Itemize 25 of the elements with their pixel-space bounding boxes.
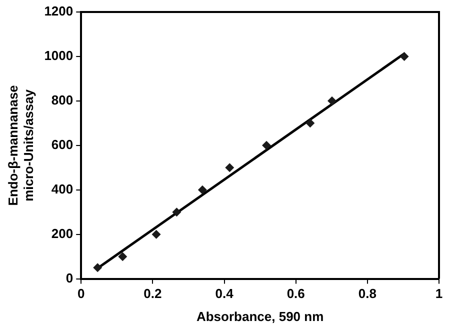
- point: [400, 52, 409, 61]
- x-tick-label: 0.4: [215, 286, 234, 302]
- x-tick-label: 1: [435, 286, 443, 302]
- x-axis-title: Absorbance, 590 nm: [196, 308, 324, 324]
- point: [198, 185, 207, 194]
- point: [93, 263, 102, 272]
- y-tick-label: 200: [51, 226, 74, 241]
- y-tick-label: 400: [51, 181, 74, 196]
- point: [225, 163, 234, 172]
- point: [118, 252, 128, 262]
- y-tick-label: 600: [51, 136, 74, 152]
- x-tick-label: 0: [78, 286, 85, 302]
- y-tick-label: 0: [66, 270, 74, 286]
- x-tick-label: 0.6: [286, 286, 305, 302]
- point: [172, 208, 182, 217]
- y-axis-title: Endo-β-mannanase micro-Units/assay: [5, 85, 36, 206]
- y-tick-label: 800: [51, 92, 74, 108]
- y-tick-label: 1000: [44, 48, 74, 64]
- x-tick-label: 0.8: [358, 286, 376, 302]
- x-tick-label: 0.2: [144, 286, 162, 302]
- point: [152, 230, 161, 239]
- y-tick-label: 1200: [44, 4, 74, 19]
- point: [262, 140, 271, 150]
- point: [327, 96, 336, 106]
- point: [306, 118, 315, 128]
